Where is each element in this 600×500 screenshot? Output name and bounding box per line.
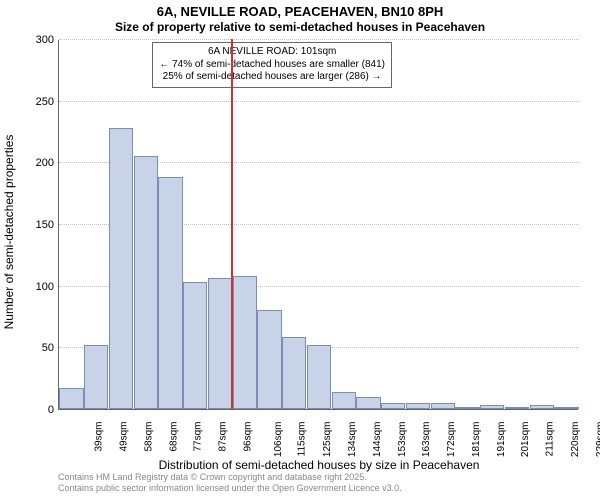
x-tick-label: 220sqm <box>570 422 581 458</box>
histogram-bar <box>109 128 133 409</box>
x-tick-label: 39sqm <box>94 422 105 452</box>
annotation-line-2: ← 74% of semi-detached houses are smalle… <box>159 59 385 72</box>
histogram-bar <box>257 310 281 409</box>
histogram-bar <box>356 397 380 409</box>
x-tick-label: 191sqm <box>496 422 507 458</box>
x-tick-label: 87sqm <box>218 422 229 452</box>
x-tick-label: 144sqm <box>372 422 383 458</box>
annotation-line-3: 25% of semi-detached houses are larger (… <box>159 71 385 84</box>
x-tick-label: 115sqm <box>297 422 308 457</box>
x-tick-label: 106sqm <box>273 422 284 458</box>
histogram-bar <box>307 345 331 409</box>
reference-line <box>231 39 233 409</box>
histogram-bar <box>208 278 232 409</box>
histogram-bar <box>554 407 578 409</box>
histogram-bar <box>183 282 207 409</box>
y-tick-label: 250 <box>24 96 54 108</box>
y-tick-label: 50 <box>24 342 54 354</box>
chart-title-main: 6A, NEVILLE ROAD, PEACEHAVEN, BN10 8PH <box>0 4 600 19</box>
gridline <box>59 101 579 102</box>
y-tick-label: 100 <box>24 281 54 293</box>
gridline <box>59 39 579 40</box>
x-tick-label: 181sqm <box>471 422 482 458</box>
x-tick-label: 134sqm <box>347 422 358 458</box>
y-tick-label: 300 <box>24 34 54 46</box>
x-tick-label: 163sqm <box>421 422 432 458</box>
y-tick-label: 0 <box>24 404 54 416</box>
x-axis-label: Distribution of semi-detached houses by … <box>59 458 579 472</box>
histogram-bar <box>406 403 430 409</box>
y-tick-label: 150 <box>24 219 54 231</box>
histogram-bar <box>431 403 455 409</box>
x-tick-label: 77sqm <box>193 422 204 452</box>
histogram-bar <box>381 403 405 409</box>
histogram-bar <box>158 177 182 409</box>
chart-title-sub: Size of property relative to semi-detach… <box>0 20 600 34</box>
x-tick-label: 49sqm <box>119 422 130 452</box>
x-tick-label: 96sqm <box>242 422 253 452</box>
x-tick-label: 153sqm <box>397 422 408 458</box>
histogram-bar <box>233 276 257 409</box>
annotation-line-1: 6A NEVILLE ROAD: 101sqm <box>159 46 385 59</box>
annotation-box: 6A NEVILLE ROAD: 101sqm ← 74% of semi-de… <box>152 42 392 88</box>
y-tick-label: 200 <box>24 157 54 169</box>
histogram-bar <box>59 388 83 409</box>
x-tick-label: 229sqm <box>595 422 600 458</box>
histogram-bar <box>332 392 356 409</box>
histogram-chart: 6A, NEVILLE ROAD, PEACEHAVEN, BN10 8PH S… <box>0 0 600 500</box>
x-tick-label: 172sqm <box>446 422 457 458</box>
x-tick-label: 58sqm <box>143 422 154 452</box>
histogram-bar <box>530 405 554 409</box>
histogram-bar <box>480 405 504 409</box>
x-tick-label: 68sqm <box>168 422 179 452</box>
histogram-bar <box>455 407 479 409</box>
histogram-bar <box>505 407 529 409</box>
histogram-bar <box>282 337 306 409</box>
plot-area: Number of semi-detached properties 6A NE… <box>58 40 578 410</box>
histogram-bar <box>134 156 158 409</box>
x-tick-label: 125sqm <box>322 422 333 458</box>
credit-text: Contains HM Land Registry data © Crown c… <box>58 472 402 494</box>
x-tick-label: 201sqm <box>520 422 531 458</box>
x-tick-label: 211sqm <box>544 422 555 457</box>
histogram-bar <box>84 345 108 409</box>
